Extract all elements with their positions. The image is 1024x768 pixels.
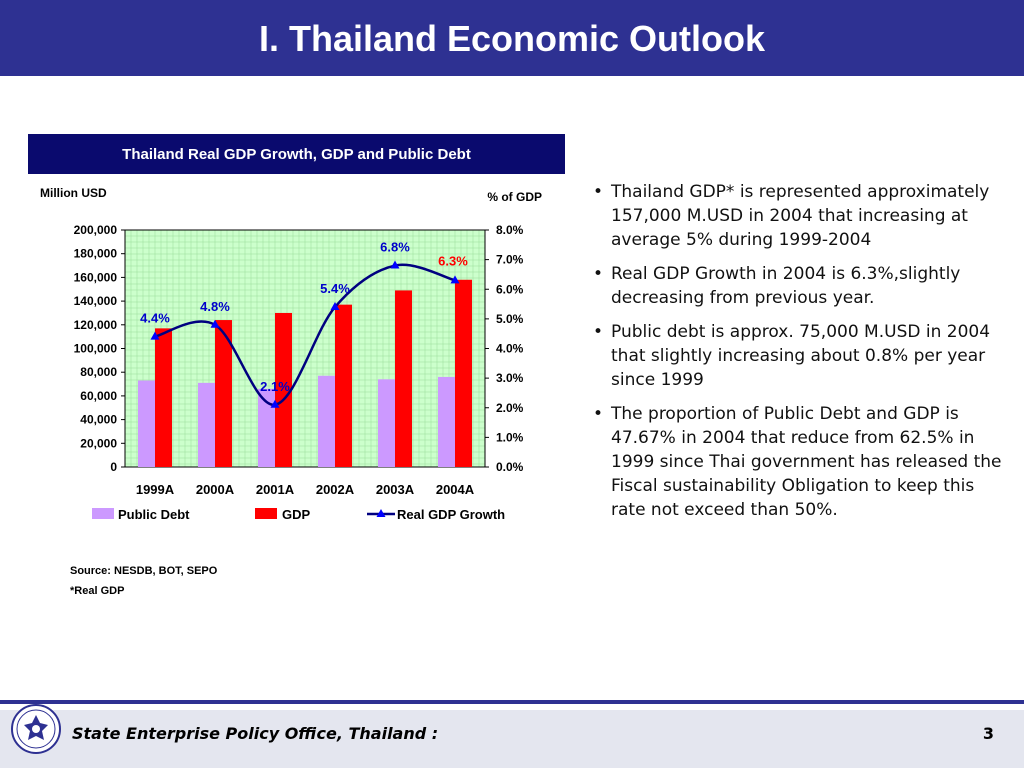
legend-label-gdp: GDP [282, 507, 311, 522]
bullet-list: Thailand GDP* is represented approximate… [589, 180, 1009, 532]
y-tick-label: 180,000 [74, 247, 118, 261]
legend-swatch-public-debt [92, 508, 114, 519]
growth-data-label: 6.3% [438, 253, 468, 268]
growth-point [270, 399, 280, 408]
sepo-logo-icon [11, 704, 61, 754]
y-tick-label: 80,000 [80, 365, 117, 379]
legend-swatch-gdp [255, 508, 277, 519]
growth-data-label: 2.1% [260, 379, 290, 394]
bar-gdp [335, 304, 352, 467]
bar-gdp [275, 312, 292, 467]
y-axis-title: Million USD [40, 186, 107, 200]
footer-divider [0, 700, 1024, 704]
bullet-item: Thailand GDP* is represented approximate… [589, 180, 1009, 252]
page-number: 3 [982, 724, 994, 743]
y2-tick-label: 6.0% [496, 282, 524, 296]
y-tick-label: 200,000 [74, 223, 118, 237]
bar-public-debt [438, 376, 455, 467]
legend-marker-growth [376, 509, 386, 517]
y2-tick-label: 2.0% [496, 401, 524, 415]
legend-label-public-debt: Public Debt [118, 507, 190, 522]
growth-data-label: 5.4% [320, 281, 350, 296]
y-tick-label: 140,000 [74, 294, 118, 308]
chart-header: Thailand Real GDP Growth, GDP and Public… [28, 134, 565, 174]
growth-point [210, 319, 220, 328]
y2-tick-label: 5.0% [496, 312, 524, 326]
footer-organization: State Enterprise Policy Office, Thailand… [72, 724, 439, 743]
bar-gdp [395, 290, 412, 467]
growth-point [390, 260, 400, 269]
footnote: *Real GDP [70, 585, 125, 597]
footer-bar [0, 710, 1024, 768]
bar-public-debt [258, 388, 275, 467]
growth-data-label: 4.8% [200, 299, 230, 314]
growth-point [150, 331, 160, 340]
bar-public-debt [378, 379, 395, 467]
bullet-item: The proportion of Public Debt and GDP is… [589, 402, 1009, 522]
y-tick-label: 0 [110, 460, 117, 474]
y-tick-label: 160,000 [74, 270, 118, 284]
bar-gdp [155, 328, 172, 467]
y-tick-label: 20,000 [80, 436, 117, 450]
x-tick-label: 2001A [256, 482, 295, 497]
bullet-item: Public debt is approx. 75,000 M.USD in 2… [589, 320, 1009, 392]
bar-public-debt [138, 380, 155, 467]
bar-public-debt [198, 382, 215, 467]
y2-tick-label: 8.0% [496, 223, 524, 237]
growth-point [330, 302, 340, 311]
y2-tick-label: 1.0% [496, 430, 524, 444]
x-tick-label: 2002A [316, 482, 355, 497]
y2-tick-label: 3.0% [496, 371, 524, 385]
bar-public-debt [318, 375, 335, 467]
y2-tick-label: 0.0% [496, 460, 524, 474]
x-tick-label: 2000A [196, 482, 235, 497]
y2-axis-title: % of GDP [487, 190, 542, 204]
x-tick-label: 2003A [376, 482, 415, 497]
y2-tick-label: 7.0% [496, 253, 524, 267]
growth-data-label: 4.4% [140, 311, 170, 326]
y-tick-label: 120,000 [74, 318, 118, 332]
x-tick-label: 1999A [136, 482, 175, 497]
x-tick-label: 2004A [436, 482, 475, 497]
bullet-item: Real GDP Growth in 2004 is 6.3%,slightly… [589, 262, 1009, 310]
source-note: Source: NESDB, BOT, SEPO [70, 565, 218, 577]
title-bar [0, 0, 1024, 76]
bar-gdp [455, 279, 472, 467]
growth-data-label: 6.8% [380, 240, 410, 255]
growth-point [450, 275, 460, 284]
legend-label-growth: Real GDP Growth [397, 507, 505, 522]
bar-gdp [215, 320, 232, 467]
y2-tick-label: 4.0% [496, 342, 524, 356]
y-tick-label: 60,000 [80, 389, 117, 403]
y-tick-label: 100,000 [74, 342, 118, 356]
slide-title: I. Thailand Economic Outlook [258, 18, 766, 59]
y-tick-label: 40,000 [80, 413, 117, 427]
